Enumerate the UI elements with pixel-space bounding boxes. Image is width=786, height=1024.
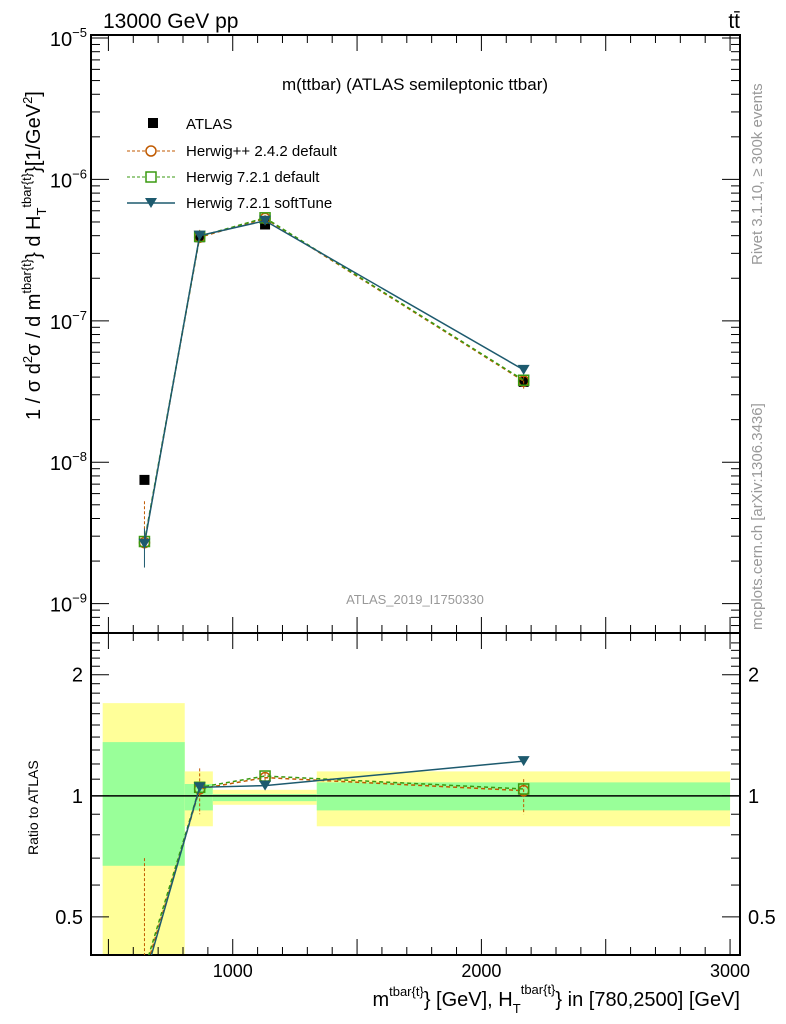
ratio-y-tick-label: 1 (72, 786, 83, 808)
ratio-y-tick-label-right: 2 (748, 665, 759, 687)
legend-label: Herwig 7.2.1 default (186, 169, 320, 186)
legend-label: ATLAS (186, 116, 232, 133)
y-tick-label: 10−7 (50, 308, 87, 334)
watermark: ATLAS_2019_I1750330 (346, 592, 484, 607)
ratio-line-herwig721 (148, 775, 524, 955)
legend-label: Herwig 7.2.1 softTune (186, 195, 332, 212)
legend-marker-softtune (145, 198, 157, 208)
x-tick-label: 3000 (710, 961, 750, 981)
ratio-line-softtune (150, 760, 524, 955)
main-line-softtune (143, 219, 525, 544)
ratio-y-label: Ratio to ATLAS (25, 760, 41, 855)
ratio-series-group (138, 756, 530, 984)
ratio-y-tick-label: 0.5 (55, 907, 83, 929)
main-point-softtune (138, 538, 151, 549)
main-line-herwigpp (143, 217, 525, 543)
y-tick-label: 10−6 (50, 166, 87, 192)
ratio-y-tick-label-right: 0.5 (748, 907, 776, 929)
legend-marker-herwig721 (145, 171, 157, 183)
legend-marker-herwigpp (145, 145, 157, 157)
uncertainty-band-green (102, 742, 185, 866)
axes: 1000 2000 3000 10−9 10−8 10−7 10−6 10−5 0.5 0.5 1 1… (50, 25, 776, 981)
ratio-y-tick-label-right: 1 (748, 786, 759, 808)
legend-label: Herwig++ 2.4.2 default (186, 143, 338, 160)
legend-marker-atlas (148, 118, 158, 128)
main-line-herwig721 (143, 217, 525, 542)
main-series-group (138, 212, 530, 568)
rivet-label: Rivet 3.1.10, ≥ 300k events (749, 83, 766, 265)
ratio-bands (102, 703, 731, 955)
y-tick-label: 10−5 (50, 25, 87, 51)
main-point-softtune (517, 364, 530, 375)
header-left: 13000 GeV pp (103, 10, 238, 33)
main-point-atlas (139, 474, 150, 485)
ratio-point-herwig721 (517, 783, 530, 795)
ratio-point-softtune (517, 756, 530, 767)
ratio-y-tick-label: 2 (72, 665, 83, 687)
x-tick-label: 2000 (461, 961, 501, 981)
header-right: tt̄ (728, 10, 740, 33)
y-axis-label: 1 / σ d2σ / d mtbar{t}} d HTtbar{t}}[1/G… (19, 91, 49, 420)
legend: ATLAS Herwig++ 2.4.2 default Herwig 7.2.… (127, 116, 338, 212)
chart-marks (138, 212, 530, 984)
x-tick-label: 1000 (213, 961, 253, 981)
main-point-softtune (259, 215, 272, 226)
y-tick-label: 10−9 (50, 591, 87, 617)
ratio-point-herwig721 (139, 964, 149, 974)
main-point-softtune (193, 230, 206, 241)
ratio-point-herwigpp (139, 969, 149, 979)
ratio-point-softtune (259, 780, 272, 791)
ratio-plot-frame (90, 632, 741, 956)
x-axis-label: mtbar{t}} [GeV], HTtbar{t}} in [780,2500… (372, 982, 740, 1016)
uncertainty-band-green (212, 794, 317, 802)
mcplots-label: mcplots.cern.ch [arXiv:1306.3436] (749, 403, 766, 630)
ratio-point-softtune (193, 782, 206, 793)
plot-title: m(ttbar) (ATLAS semileptonic ttbar) (282, 75, 548, 94)
main-point-herwig721 (517, 374, 530, 386)
ratio-line-herwigpp (149, 776, 524, 955)
y-tick-label: 10−8 (50, 449, 87, 475)
ratio-point-softtune (138, 974, 150, 984)
